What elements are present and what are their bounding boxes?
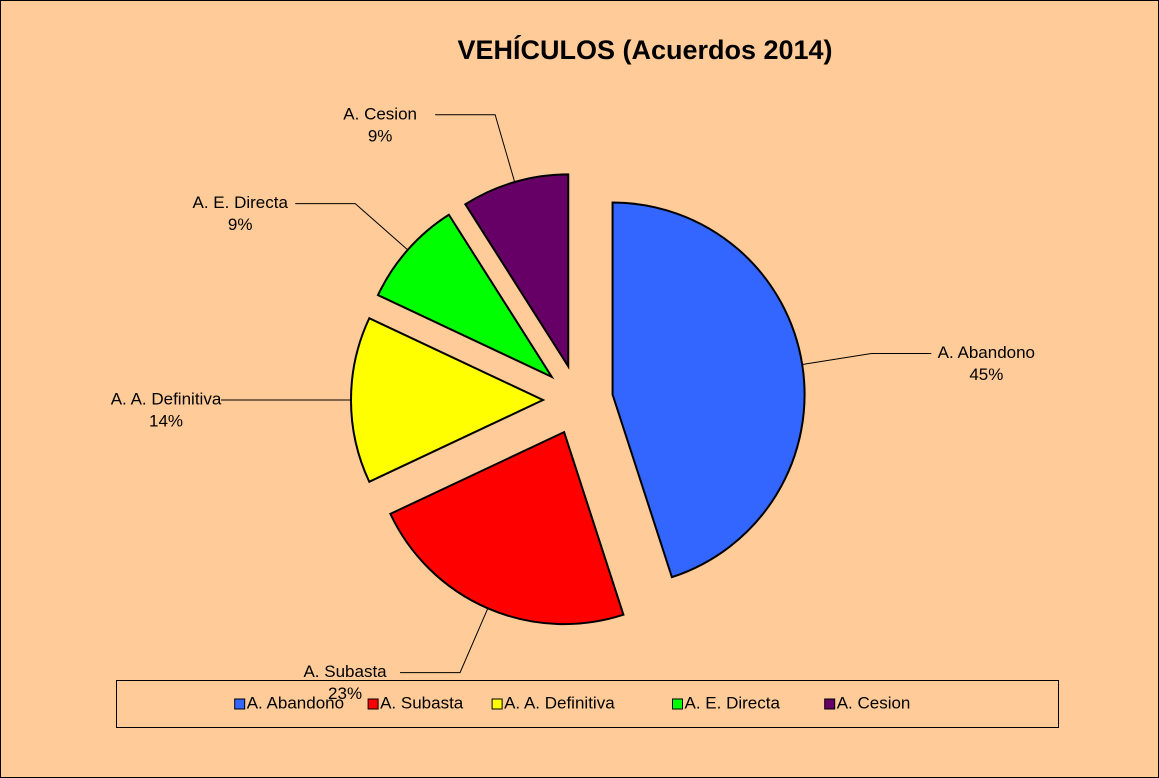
leader-line [400, 608, 489, 674]
data-label: A. E. Directa [193, 193, 289, 212]
leader-line [295, 203, 409, 251]
leader-line [802, 353, 932, 365]
data-label: 9% [368, 126, 393, 145]
legend-label: A. E. Directa [685, 693, 781, 712]
legend-label: A. Subasta [380, 693, 464, 712]
legend-swatch [672, 698, 683, 710]
legend-swatch [367, 698, 379, 710]
data-label: 23% [328, 684, 362, 703]
legend-label: A. A. Definitiva [504, 693, 615, 712]
legend-swatch [234, 698, 246, 710]
data-label: A. Subasta [303, 662, 387, 681]
leader-line [435, 114, 516, 183]
legend-swatch [491, 698, 503, 710]
data-label: 9% [228, 215, 253, 234]
pie-slice [463, 173, 570, 370]
data-label: A. Abandono [938, 343, 1035, 362]
chart-title: VEHÍCULOS (Acuerdos 2014) [457, 34, 832, 65]
data-label: A. Cesion [343, 104, 417, 123]
data-label: 14% [149, 411, 183, 430]
legend-label: A. Abandono [247, 693, 344, 712]
data-label: 45% [969, 365, 1003, 384]
legend-swatch [824, 698, 836, 710]
legend-label: A. Cesion [837, 693, 911, 712]
data-label: A. A. Definitiva [111, 389, 222, 408]
pie-slice [389, 430, 625, 626]
legend [116, 680, 1059, 728]
pie-slice [350, 316, 546, 484]
